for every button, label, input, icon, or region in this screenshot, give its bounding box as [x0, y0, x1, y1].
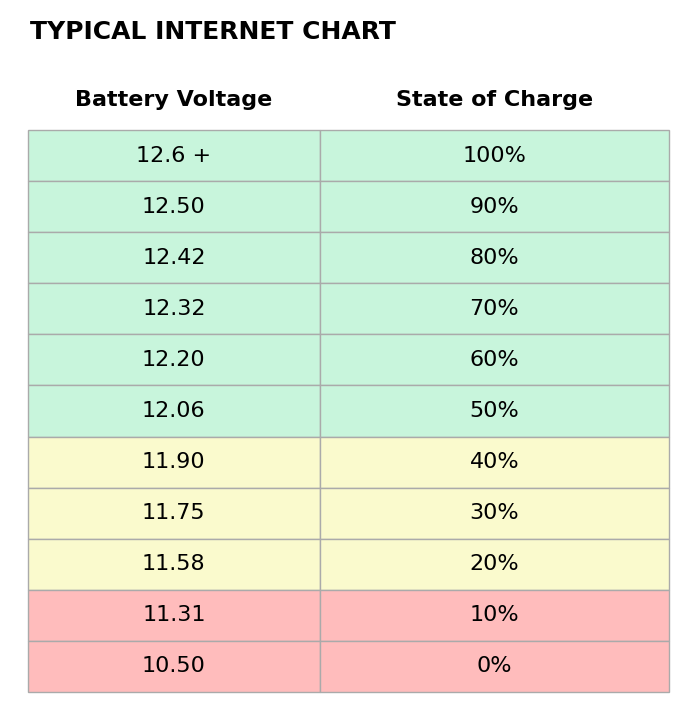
Bar [28, 488, 320, 539]
Bar [28, 232, 320, 283]
Bar [28, 437, 320, 488]
Bar [28, 539, 320, 590]
Text: 12.50: 12.50 [142, 197, 206, 217]
Text: 90%: 90% [470, 197, 519, 217]
Text: 12.06: 12.06 [142, 401, 206, 421]
Bar [320, 386, 669, 437]
Bar [320, 232, 669, 283]
Bar [28, 334, 320, 386]
Bar [320, 334, 669, 386]
Text: 70%: 70% [470, 299, 519, 319]
Text: 11.90: 11.90 [142, 452, 206, 472]
Text: 30%: 30% [470, 503, 519, 523]
Text: 12.32: 12.32 [142, 299, 206, 319]
Bar [28, 641, 320, 692]
Text: 11.31: 11.31 [142, 606, 206, 626]
Text: TYPICAL INTERNET CHART: TYPICAL INTERNET CHART [30, 21, 396, 45]
Text: 60%: 60% [470, 350, 519, 370]
Bar [320, 181, 669, 232]
Bar [320, 641, 669, 692]
Text: 11.58: 11.58 [142, 555, 206, 574]
Text: 11.75: 11.75 [142, 503, 206, 523]
Bar [28, 181, 320, 232]
Text: State of Charge: State of Charge [396, 90, 593, 110]
Bar [28, 130, 320, 181]
Bar [28, 283, 320, 334]
Bar [320, 590, 669, 641]
Bar [320, 437, 669, 488]
Bar [320, 539, 669, 590]
Text: 12.6 +: 12.6 + [137, 146, 211, 165]
Bar [320, 130, 669, 181]
Bar [28, 386, 320, 437]
Text: 50%: 50% [470, 401, 519, 421]
Text: Battery Voltage: Battery Voltage [75, 90, 273, 110]
Text: 10%: 10% [470, 606, 519, 626]
Text: 20%: 20% [470, 555, 519, 574]
Text: 100%: 100% [462, 146, 526, 165]
Text: 10.50: 10.50 [142, 657, 206, 677]
Text: 80%: 80% [470, 248, 519, 268]
Text: 12.42: 12.42 [142, 248, 206, 268]
Text: 0%: 0% [477, 657, 512, 677]
Text: 40%: 40% [470, 452, 519, 472]
Text: 12.20: 12.20 [142, 350, 206, 370]
Bar [28, 590, 320, 641]
Bar [320, 283, 669, 334]
Bar [320, 488, 669, 539]
